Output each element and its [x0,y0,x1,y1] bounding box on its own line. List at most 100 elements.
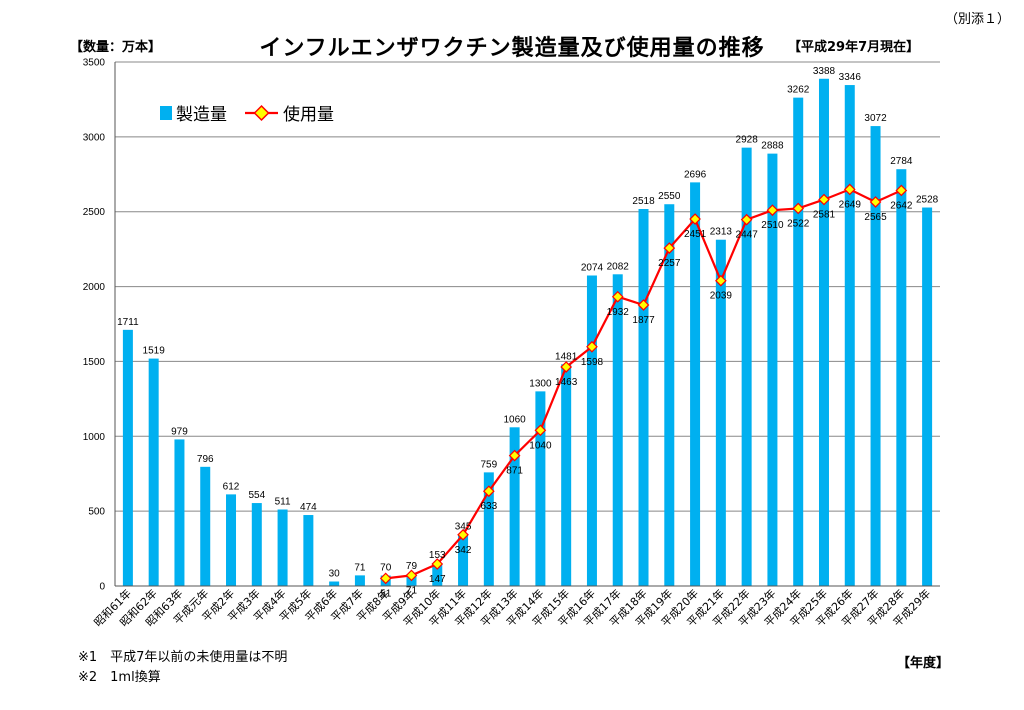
bar-17 [561,364,572,586]
usage-marker-23 [715,274,727,287]
bar-15 [509,427,520,586]
bar-value-label: 759 [480,459,497,470]
bar-value-label: 2313 [710,227,733,238]
bar-20 [638,209,649,587]
usage-value-label: 342 [455,545,472,556]
usage-marker-26 [792,202,805,215]
bar-value-label: 1711 [117,317,139,328]
usage-marker-14 [482,485,495,498]
bar-12 [432,563,443,586]
bar-7 [303,515,314,586]
bar-26 [793,97,804,587]
usage-marker-28 [843,183,856,196]
bar-value-label: 79 [406,561,418,572]
usage-value-label: 147 [429,574,446,585]
usage-value-label: 2257 [658,258,681,269]
bar-16 [535,391,546,586]
bar-21 [664,204,675,586]
usage-value-label: 71 [406,585,418,596]
bar-8 [329,581,340,586]
y-tick-label: 3000 [83,132,106,143]
y-tick-label: 1000 [83,432,106,443]
legend-line-label: 使用量 [283,104,334,125]
data-labels: 1711 1519 979 796 612 554 511 474 30 71 70 79 153 345… [117,66,939,600]
bar-30 [896,169,907,586]
bar-value-label: 2888 [761,141,784,152]
bar-value-label: 796 [197,454,214,465]
usage-marker-10 [379,572,392,585]
usage-value-label: 2510 [761,220,784,231]
bar-4 [226,494,237,586]
usage-marker-30 [895,184,908,197]
usage-marker-29 [869,196,882,208]
legend: 製造量 使用量 [160,104,334,125]
legend-bar-swatch [160,106,172,120]
usage-marker-19 [611,290,624,303]
bar-value-label: 2928 [736,135,759,146]
y-tick-label: 1500 [83,357,106,368]
chart-title: インフルエンザワクチン製造量及び使用量の推移 [259,36,765,61]
usage-marker-21 [663,242,676,254]
bar-3 [200,466,211,586]
usage-value-label: 1932 [607,307,630,318]
usage-value-label: 2451 [684,229,707,240]
y-tick-label: 2000 [83,282,106,293]
bar-value-label: 1481 [555,351,578,362]
bar-value-label: 3072 [864,113,887,124]
bar-value-label: 1060 [503,414,526,425]
bar-series [122,78,933,587]
legend-bar-label: 製造量 [176,105,227,125]
usage-value-label: 2581 [813,210,836,221]
y-tick-label: 500 [88,507,105,518]
bar-value-label: 30 [329,569,341,580]
bar-value-label: 979 [171,426,188,437]
y-tick-label: 0 [99,582,105,593]
bar-value-label: 511 [275,496,291,507]
usage-marker-25 [766,204,779,217]
y-tick-label: 2500 [83,207,106,218]
usage-marker-17 [560,361,573,373]
bar-value-label: 474 [300,502,317,513]
annex-label: （別添１） [944,12,1010,27]
usage-marker-15 [508,449,521,462]
usage-marker-24 [740,213,753,226]
bar-23 [715,239,726,586]
bar-13 [458,534,469,586]
legend-marker [253,104,270,122]
usage-value-label: 1598 [581,357,604,368]
x-axis-unit: 【年度】 [897,656,950,671]
usage-value-label: 871 [506,466,523,477]
bar-1 [148,358,159,586]
bar-5 [251,503,262,586]
bar-24 [741,147,752,586]
footnote-1: ※1 平成7年以前の未使用量は不明 [78,650,288,665]
usage-value-label: 2039 [710,291,733,302]
usage-value-label: 2522 [787,218,810,229]
bar-value-label: 2784 [890,156,913,167]
line-series [379,183,908,585]
bar-31 [922,207,933,587]
bar-value-label: 3262 [787,85,810,96]
bar-25 [767,153,778,587]
usage-marker-13 [457,528,469,541]
bar-value-label: 153 [429,550,446,561]
usage-value-label: 633 [480,501,497,512]
usage-value-label: 2642 [890,200,913,211]
bar-value-label: 2518 [632,196,655,207]
usage-marker-18 [586,340,598,353]
bar-value-label: 3346 [839,72,862,83]
usage-marker-11 [405,569,418,582]
bar-value-label: 345 [455,521,472,532]
bar-28 [844,85,855,586]
bar-0 [122,329,133,586]
usage-value-label: 51 [380,588,392,599]
bar-value-label: 2074 [581,262,604,273]
bar-14 [483,472,494,586]
bar-value-label: 71 [354,562,366,573]
bar-value-label: 554 [248,490,265,501]
usage-value-label: 1877 [632,315,655,326]
bar-value-label: 2696 [684,169,707,180]
bar-19 [612,274,623,586]
bar-value-label: 2528 [916,195,939,206]
